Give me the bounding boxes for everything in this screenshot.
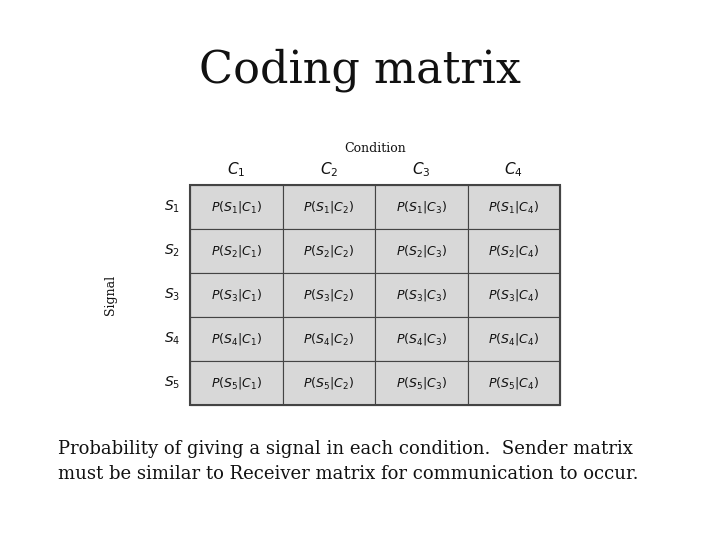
Bar bbox=[190, 273, 282, 317]
Bar bbox=[282, 317, 375, 361]
Text: $C_3$: $C_3$ bbox=[412, 160, 431, 179]
Text: $P(S_3|C_2)$: $P(S_3|C_2)$ bbox=[303, 287, 354, 303]
Text: $P(S_3|C_4)$: $P(S_3|C_4)$ bbox=[488, 287, 539, 303]
Text: $P(S_4|C_2)$: $P(S_4|C_2)$ bbox=[303, 331, 354, 347]
Text: $P(S_2|C_4)$: $P(S_2|C_4)$ bbox=[488, 243, 539, 259]
Text: $P(S_5|C_4)$: $P(S_5|C_4)$ bbox=[488, 375, 539, 391]
Bar bbox=[375, 185, 467, 229]
Bar bbox=[282, 273, 375, 317]
Text: $P(S_4|C_3)$: $P(S_4|C_3)$ bbox=[396, 331, 446, 347]
Text: Coding matrix: Coding matrix bbox=[199, 48, 521, 92]
Text: $C_2$: $C_2$ bbox=[320, 160, 338, 179]
Text: $P(S_2|C_2)$: $P(S_2|C_2)$ bbox=[303, 243, 354, 259]
Text: $S_4$: $S_4$ bbox=[164, 331, 181, 347]
Bar bbox=[190, 229, 282, 273]
Text: $P(S_5|C_1)$: $P(S_5|C_1)$ bbox=[211, 375, 261, 391]
Text: $P(S_1|C_3)$: $P(S_1|C_3)$ bbox=[396, 199, 446, 215]
Bar bbox=[467, 317, 560, 361]
Text: $P(S_4|C_1)$: $P(S_4|C_1)$ bbox=[211, 331, 261, 347]
Text: $P(S_2|C_3)$: $P(S_2|C_3)$ bbox=[396, 243, 446, 259]
Text: $P(S_4|C_4)$: $P(S_4|C_4)$ bbox=[488, 331, 539, 347]
Text: $S_1$: $S_1$ bbox=[164, 199, 181, 215]
Bar bbox=[375, 361, 467, 405]
Text: $P(S_1|C_2)$: $P(S_1|C_2)$ bbox=[303, 199, 354, 215]
Bar bbox=[467, 229, 560, 273]
Text: $P(S_1|C_4)$: $P(S_1|C_4)$ bbox=[488, 199, 539, 215]
Text: $S_3$: $S_3$ bbox=[164, 287, 181, 303]
Bar bbox=[467, 361, 560, 405]
Text: $P(S_3|C_1)$: $P(S_3|C_1)$ bbox=[211, 287, 261, 303]
Text: $P(S_2|C_1)$: $P(S_2|C_1)$ bbox=[211, 243, 261, 259]
Text: Signal: Signal bbox=[104, 275, 117, 315]
Text: $C_1$: $C_1$ bbox=[227, 160, 246, 179]
Text: Condition: Condition bbox=[344, 141, 406, 154]
Text: $C_4$: $C_4$ bbox=[505, 160, 523, 179]
Bar bbox=[190, 317, 282, 361]
Text: $P(S_1|C_1)$: $P(S_1|C_1)$ bbox=[211, 199, 261, 215]
Bar bbox=[375, 317, 467, 361]
Text: $P(S_3|C_3)$: $P(S_3|C_3)$ bbox=[396, 287, 446, 303]
Bar bbox=[190, 185, 560, 405]
Text: $S_2$: $S_2$ bbox=[164, 243, 181, 259]
Bar bbox=[282, 229, 375, 273]
Bar bbox=[190, 185, 282, 229]
Bar bbox=[467, 185, 560, 229]
Bar bbox=[282, 185, 375, 229]
Bar bbox=[190, 361, 282, 405]
Text: $P(S_5|C_2)$: $P(S_5|C_2)$ bbox=[303, 375, 354, 391]
Bar bbox=[467, 273, 560, 317]
Text: $P(S_5|C_3)$: $P(S_5|C_3)$ bbox=[396, 375, 446, 391]
Bar bbox=[375, 273, 467, 317]
Text: $S_5$: $S_5$ bbox=[164, 375, 181, 391]
Bar bbox=[282, 361, 375, 405]
Text: Probability of giving a signal in each condition.  Sender matrix
must be similar: Probability of giving a signal in each c… bbox=[58, 440, 639, 483]
Bar bbox=[375, 229, 467, 273]
